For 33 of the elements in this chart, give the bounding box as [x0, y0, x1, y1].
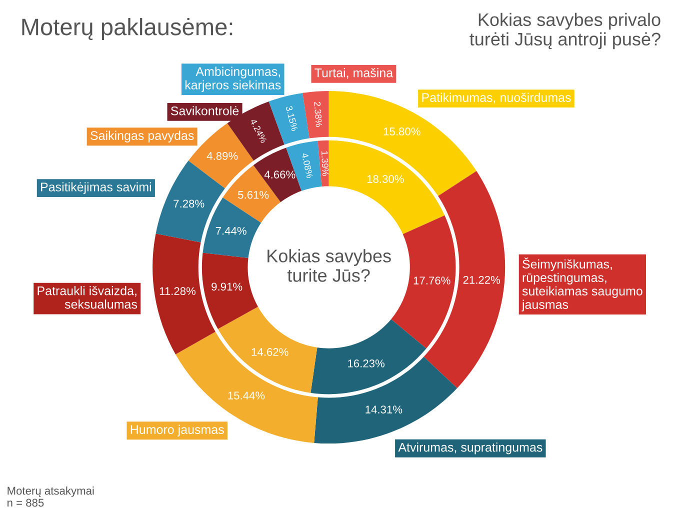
- slice-label: Pasitikėjimas savimi: [41, 182, 152, 194]
- slice-label: Humoro jausmas: [130, 424, 224, 436]
- data-label: 15.44%: [228, 392, 265, 400]
- text: Moterų paklausėme:: [22, 18, 232, 40]
- data-label: 9.91%: [212, 282, 242, 291]
- data-label: 4.08%: [302, 152, 314, 178]
- text: Moterų atsakymai n = 885: [8, 486, 94, 507]
- data-label: 11.28%: [160, 287, 196, 296]
- data-label: 5.61%: [238, 190, 269, 199]
- data-label: 4.89%: [206, 152, 238, 160]
- data-label: 7.44%: [216, 226, 246, 235]
- slice-label: Atvirumas, supratingumas: [398, 442, 542, 454]
- data-label: 15.80%: [384, 128, 420, 136]
- data-label: 18.30%: [367, 175, 404, 183]
- slice-label: Kokias savybes turite Jūs?: [268, 249, 391, 282]
- data-label: 2.38%: [314, 102, 322, 127]
- data-label: 14.62%: [252, 348, 288, 356]
- slice-label: Patikimumas, nuoširdumas: [422, 92, 571, 104]
- slice-label: Ambicingumas, karjeros siekimas: [185, 66, 281, 92]
- data-label: 21.22%: [463, 276, 500, 284]
- slice-label: Saikingas pavydas: [90, 130, 194, 142]
- data-label: 17.76%: [414, 276, 450, 284]
- slice-label: Šeimyniškumas, rūpestingumas, suteikiamas saugumo jausmas: [522, 258, 642, 312]
- slice-label: Kokias savybes privalo turėti Jūsų antroji pusė?: [470, 12, 660, 50]
- data-label: 3.15%: [286, 106, 298, 132]
- data-label: 14.31%: [366, 406, 402, 414]
- data-label: 4.66%: [264, 170, 296, 178]
- slice-label: Turtai, mašina: [314, 68, 394, 79]
- slice-label: Savikontrolė: [170, 106, 239, 116]
- data-label: 7.28%: [174, 200, 204, 208]
- data-label: 16.23%: [348, 360, 384, 368]
- data-label: 1.39%: [321, 151, 329, 176]
- slice-label: Patraukli išvaizda, seksualumas: [38, 286, 138, 309]
